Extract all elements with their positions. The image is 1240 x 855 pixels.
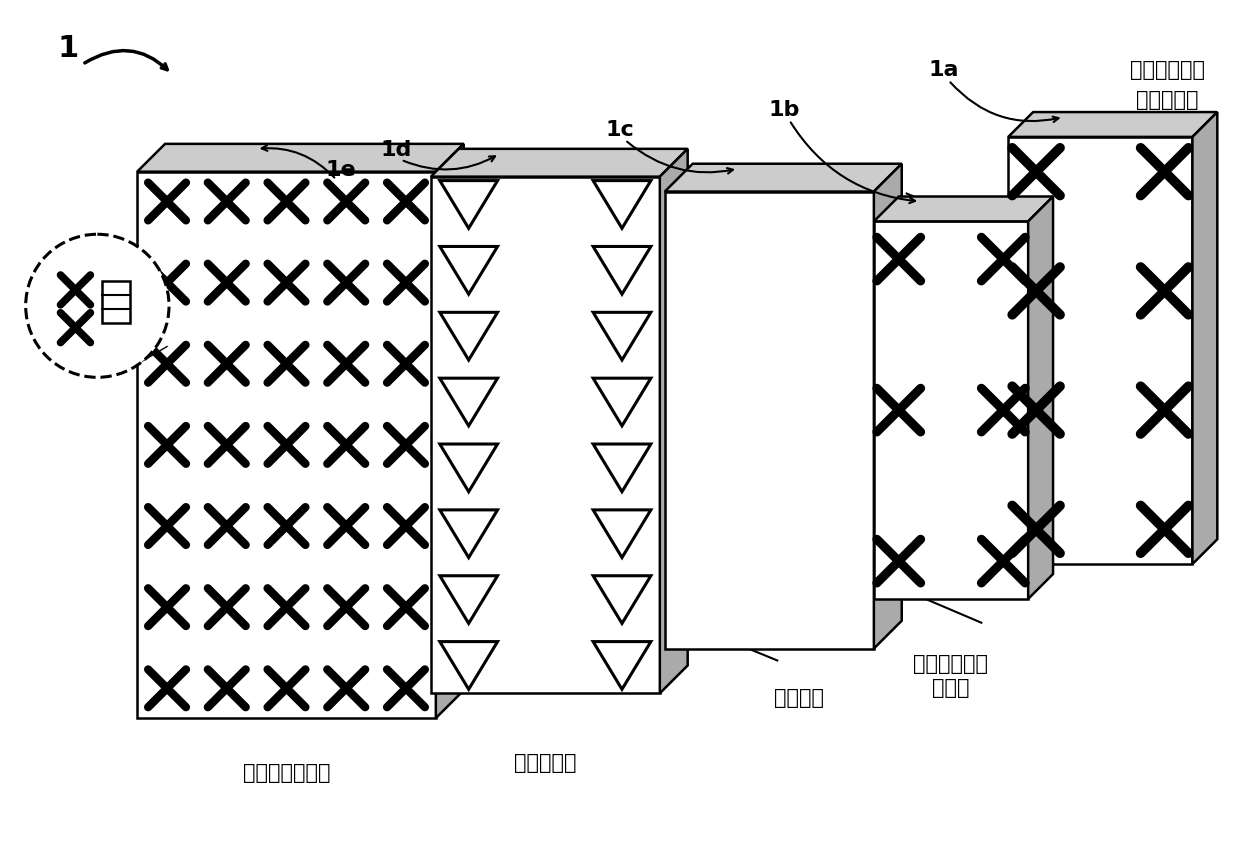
Polygon shape	[665, 163, 901, 192]
Polygon shape	[593, 246, 651, 294]
Polygon shape	[440, 575, 497, 623]
Text: 无线电阵列: 无线电阵列	[515, 753, 577, 773]
Text: 从基带可访问: 从基带可访问	[913, 653, 988, 674]
Polygon shape	[435, 144, 464, 718]
Bar	[103, 281, 130, 322]
Polygon shape	[430, 177, 660, 693]
Polygon shape	[1028, 197, 1053, 598]
Polygon shape	[874, 221, 1028, 598]
Polygon shape	[440, 641, 497, 689]
Polygon shape	[593, 641, 651, 689]
Text: 的虚拟端口: 的虚拟端口	[1136, 91, 1199, 110]
Polygon shape	[440, 378, 497, 426]
Polygon shape	[440, 180, 497, 228]
Polygon shape	[440, 312, 497, 360]
Polygon shape	[1008, 112, 1218, 137]
Circle shape	[26, 234, 169, 377]
Polygon shape	[874, 163, 901, 649]
Text: 1d: 1d	[381, 140, 412, 160]
Polygon shape	[430, 149, 688, 177]
Polygon shape	[440, 444, 497, 492]
Polygon shape	[138, 144, 464, 172]
Polygon shape	[138, 172, 435, 718]
Polygon shape	[593, 444, 651, 492]
Polygon shape	[440, 246, 497, 294]
Polygon shape	[665, 192, 874, 649]
Polygon shape	[593, 510, 651, 557]
Text: 端口减少: 端口减少	[774, 688, 825, 708]
Polygon shape	[593, 575, 651, 623]
Text: 1b: 1b	[769, 100, 800, 120]
Text: 1: 1	[57, 34, 79, 63]
Polygon shape	[593, 378, 651, 426]
Polygon shape	[874, 197, 1053, 221]
Text: 1a: 1a	[929, 61, 959, 80]
Polygon shape	[593, 180, 651, 228]
Text: 形成在基带处: 形成在基带处	[1130, 61, 1205, 80]
Polygon shape	[440, 510, 497, 557]
Polygon shape	[593, 312, 651, 360]
Text: 1e: 1e	[326, 160, 357, 180]
Text: 1c: 1c	[605, 120, 635, 140]
Polygon shape	[1008, 137, 1193, 564]
Text: 的端口: 的端口	[931, 678, 970, 699]
Polygon shape	[660, 149, 688, 693]
Polygon shape	[1193, 112, 1218, 564]
Text: 物理元件的阵列: 物理元件的阵列	[243, 763, 330, 783]
